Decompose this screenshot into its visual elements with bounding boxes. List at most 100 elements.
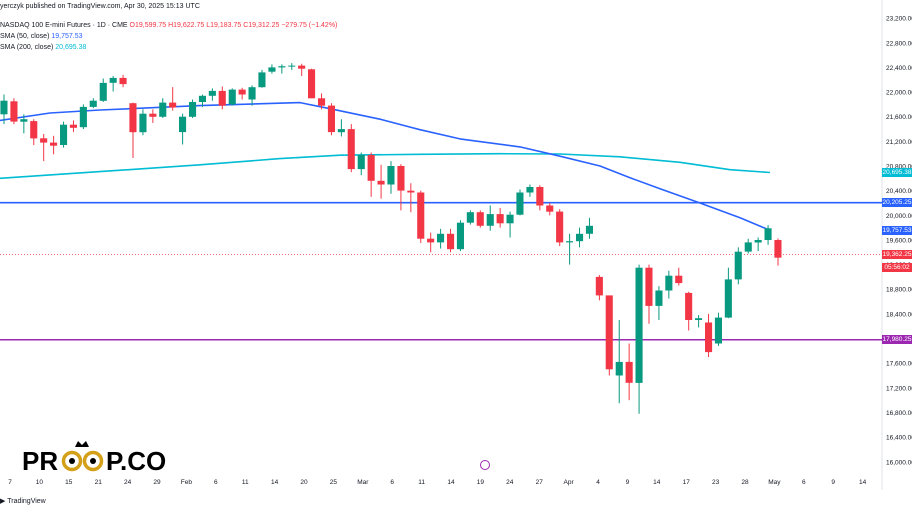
x-tick-label: 6 [802,479,806,486]
candle-body [526,187,534,193]
y-tick-label: 19,600.00 [886,237,912,244]
x-tick-label: 6 [390,479,394,486]
x-tick-label: Apr [564,479,575,486]
candle-body [585,225,593,234]
symbol-legend[interactable]: NASDAQ 100 E-mini Futures · 1D · CME O19… [0,21,337,30]
y-tick-label: 21,600.00 [886,114,912,121]
x-tick-label: 6 [214,479,218,486]
x-tick-label: May [768,479,781,486]
sma200-value: 20,695.38 [55,44,87,51]
candle-body [318,98,326,106]
candle-body [466,212,474,223]
candle-body [208,90,216,96]
price-tag: 19,757.53 [882,225,912,235]
tradingview-logo-icon: ▶ [0,498,6,505]
candle-body [40,138,48,143]
candle-body [288,65,296,67]
y-tick-label: 17,200.00 [886,385,912,392]
candle-body [119,77,127,85]
candle-body [337,129,345,133]
y-tick-label: 16,000.00 [886,459,912,466]
candle-body [109,77,117,83]
y-tick-label: 17,600.00 [886,361,912,368]
price-tag: 20,205.25 [882,198,912,208]
candle-body [705,322,713,353]
candle-body [10,101,18,122]
brand-logo: PR P.CO [22,441,180,477]
x-tick-label: 11 [242,479,249,486]
sma50-legend[interactable]: SMA (50, close) 19,757.53 [0,32,83,41]
y-tick-label: 23,200.00 [886,16,912,23]
candle-body [655,290,663,306]
candle-body [685,292,693,320]
candle-body [774,240,782,258]
candle-body [496,214,504,224]
x-tick-label: 17 [683,479,691,486]
x-tick-label: Mar [357,479,369,486]
candle-body [566,241,574,243]
x-tick-label: Feb [181,479,193,486]
candle-body [605,295,613,370]
x-tick-label: 9 [626,479,630,486]
candle-body [615,361,623,376]
candle-body [357,154,365,170]
svg-text:PR: PR [22,446,58,476]
x-tick-label: 24 [506,479,514,486]
candle-body [327,105,335,133]
sma200-legend[interactable]: SMA (200, close) 20,695.38 [0,43,86,52]
candle-body [486,214,494,226]
tradingview-label: TradingView [7,498,46,505]
publisher-line: yerczyk published on TradingView.com, Ap… [0,3,200,10]
candle-body [744,242,752,252]
y-tick-label: 16,400.00 [886,435,912,442]
candle-body [645,267,653,306]
svg-text:P.CO: P.CO [106,446,166,476]
candle-body [258,72,266,88]
sma50-label: SMA (50, close) [0,33,50,40]
x-tick-label: 24 [124,479,132,486]
candle-body [447,233,455,250]
symbol-name: NASDAQ 100 E-mini Futures · 1D · CME [0,22,128,29]
x-tick-label: 19 [477,479,485,486]
candle-body [734,251,742,280]
candle-body [179,116,187,133]
x-tick-label: 7 [8,479,12,486]
x-tick-label: 20 [300,479,308,486]
ohlc-values: O19,599.75 H19,622.75 L19,183.75 C19,312… [129,22,338,29]
x-tick-label: 4 [596,479,600,486]
x-tick-label: 15 [65,479,73,486]
y-tick-label: 20,800.00 [886,164,912,171]
y-tick-label: 18,800.00 [886,287,912,294]
candle-body [268,67,276,72]
candle-body [30,121,38,139]
candle-body [139,113,147,133]
x-tick-label: 9 [831,479,835,486]
candle-body [20,119,28,122]
y-tick-label: 22,000.00 [886,90,912,97]
x-tick-label: 10 [36,479,44,486]
price-tag: 05:56:02 [882,263,912,273]
candle-body [764,228,772,240]
x-tick-label: 14 [653,479,661,486]
candle-body [198,95,206,102]
candle-body [516,192,524,215]
price-tag: 17,980.25 [882,335,912,345]
candle-body [665,275,673,291]
candle-body [347,129,355,170]
candle-body [754,240,762,243]
candle-body [298,65,306,69]
candle-body [625,361,633,383]
candle-body [695,318,703,320]
sma50-line [0,101,771,232]
sma50-value: 19,757.53 [51,33,83,40]
candle-body [159,102,167,117]
candle-body [50,142,58,146]
candle-body [417,192,425,239]
candle-body [89,100,97,107]
candle-body [476,212,484,226]
sma200-line [0,152,771,180]
y-tick-label: 22,800.00 [886,40,912,47]
candle-body [397,166,405,191]
